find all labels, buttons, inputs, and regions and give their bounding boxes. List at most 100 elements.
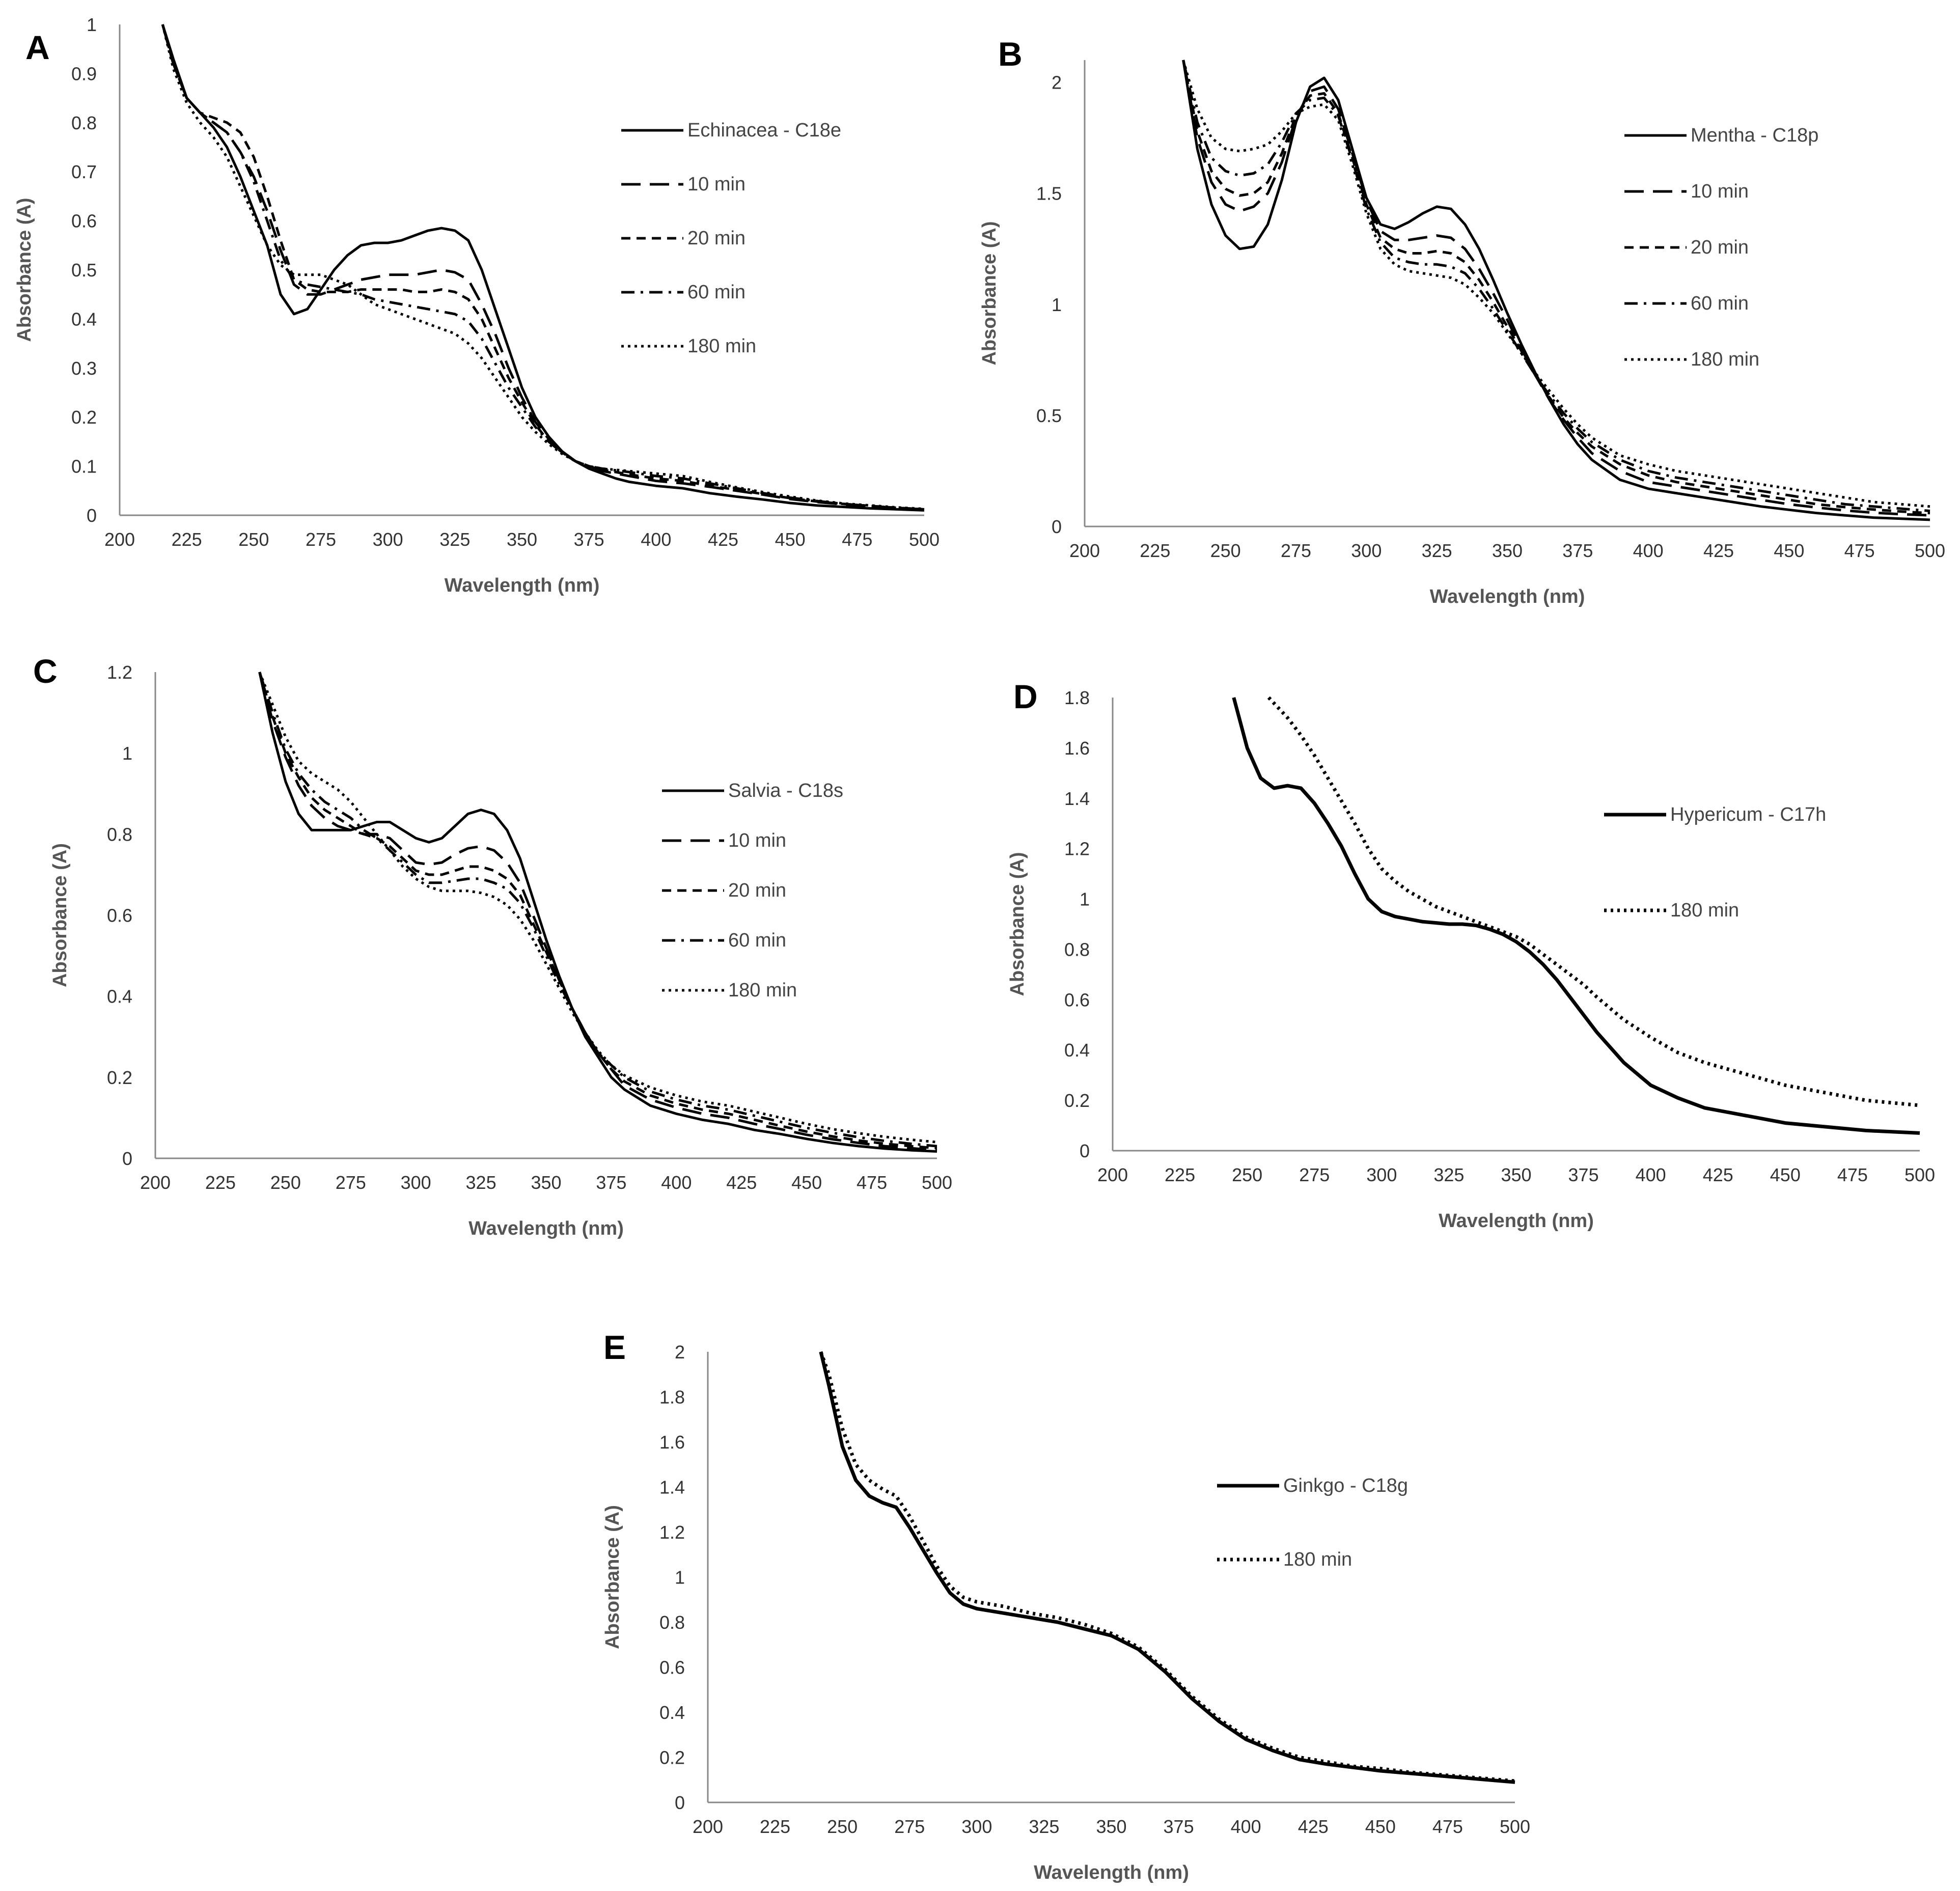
x-tick-label: 475 xyxy=(1844,540,1875,561)
legend-label: 180 min xyxy=(1283,1549,1352,1570)
chart-panel-b: B 200 225 250 275 300 325 350 375 400 425 450 475 50… xyxy=(978,0,1960,626)
chart-panel-d: D 200 225 250 275 300 325 350 375 400 425 450 475 50… xyxy=(978,662,1960,1273)
x-tick-label: 350 xyxy=(507,529,537,550)
x-tick-label: 325 xyxy=(1433,1164,1464,1185)
y-tick-label: 1 xyxy=(87,14,97,35)
y-tick-label: 1 xyxy=(1052,294,1062,315)
chart-b-svg: 200 225 250 275 300 325 350 375 400 425 450 475 500 0… xyxy=(979,60,1945,607)
y-tick-label: 0.4 xyxy=(107,986,132,1007)
panel-label: C xyxy=(33,652,58,690)
chart-panel-c: C 200 225 250 275 300 325 350 375 400 425 450 475 50… xyxy=(0,642,968,1273)
x-tick-label: 500 xyxy=(922,1172,952,1193)
x-tick-label: 450 xyxy=(791,1172,822,1193)
y-tick-label: 0.9 xyxy=(71,63,97,84)
x-tick-label: 400 xyxy=(1636,1164,1666,1185)
legend-label: 10 min xyxy=(687,174,746,195)
x-tick-label: 275 xyxy=(1281,540,1311,561)
x-axis-title: Wavelength (nm) xyxy=(1034,1862,1189,1883)
legend-label: 20 min xyxy=(687,228,746,249)
series-line-1 xyxy=(161,24,925,511)
legend-label: 60 min xyxy=(728,930,786,951)
legend-label: 60 min xyxy=(1691,293,1749,314)
legend-label: Ginkgo - C18g xyxy=(1283,1475,1408,1496)
series-line-4 xyxy=(1182,60,1930,508)
series-line-3 xyxy=(161,24,925,511)
series-line-1 xyxy=(1182,60,1930,517)
y-tick-label: 0 xyxy=(122,1148,132,1169)
x-tick-label: 400 xyxy=(641,529,671,550)
legend-label: 180 min xyxy=(1670,900,1739,921)
y-tick-label: 0.5 xyxy=(1036,405,1062,426)
legend-label: 10 min xyxy=(1691,181,1749,202)
x-tick-label: 250 xyxy=(1210,540,1241,561)
x-tick-label: 225 xyxy=(1140,540,1170,561)
y-tick-label: 0.2 xyxy=(71,407,97,428)
x-tick-label: 225 xyxy=(205,1172,236,1193)
y-tick-label: 0 xyxy=(675,1792,685,1813)
series-line-4 xyxy=(161,24,925,510)
chart-panel-e: E 200 225 250 275 300 325 350 375 400 425 450 475 50… xyxy=(586,1314,1655,1891)
x-tick-label: 350 xyxy=(1501,1164,1531,1185)
series-line-0 xyxy=(161,24,925,512)
x-tick-label: 200 xyxy=(1069,540,1100,561)
y-axis-title: Absorbance (A) xyxy=(49,843,71,987)
y-axis-title: Absorbance (A) xyxy=(14,198,35,342)
chart-c-svg: 200 225 250 275 300 325 350 375 400 425 450 475 500 0… xyxy=(49,662,952,1239)
x-tick-label: 500 xyxy=(1500,1816,1530,1837)
y-tick-label: 0.6 xyxy=(659,1657,685,1678)
x-tick-label: 300 xyxy=(401,1172,431,1193)
x-tick-label: 350 xyxy=(1096,1816,1126,1837)
series-line-1 xyxy=(258,672,937,1152)
y-tick-label: 1.5 xyxy=(1036,183,1062,204)
x-tick-label: 275 xyxy=(336,1172,366,1193)
legend-label: 20 min xyxy=(1691,237,1749,258)
legend-label: Mentha - C18p xyxy=(1691,125,1818,146)
x-axis-title: Wavelength (nm) xyxy=(445,575,600,596)
series-line-2 xyxy=(161,24,925,511)
y-tick-label: 1 xyxy=(122,743,132,764)
x-tick-label: 400 xyxy=(1231,1816,1261,1837)
y-tick-label: 0.1 xyxy=(71,456,97,477)
series-line-2 xyxy=(1182,60,1930,515)
x-tick-label: 225 xyxy=(760,1816,790,1837)
panel-label: B xyxy=(998,35,1023,73)
y-tick-label: 1.2 xyxy=(659,1522,685,1543)
legend-label: 20 min xyxy=(728,880,786,901)
chart-a-svg: 200 225 250 275 300 325 350 375 400 425 450 475 500 0… xyxy=(14,14,940,596)
y-axis-title: Absorbance (A) xyxy=(979,221,1000,366)
x-tick-label: 475 xyxy=(1432,1816,1463,1837)
x-tick-label: 200 xyxy=(693,1816,723,1837)
y-tick-label: 0.8 xyxy=(1064,939,1090,960)
x-tick-label: 450 xyxy=(1770,1164,1801,1185)
x-tick-label: 250 xyxy=(270,1172,301,1193)
legend-label: Hypericum - C17h xyxy=(1670,804,1826,825)
y-tick-label: 0.2 xyxy=(107,1067,132,1088)
x-tick-label: 300 xyxy=(1366,1164,1397,1185)
x-tick-label: 350 xyxy=(531,1172,561,1193)
y-axis-title: Absorbance (A) xyxy=(1007,852,1028,996)
y-tick-label: 0 xyxy=(87,505,97,526)
y-axis-title: Absorbance (A) xyxy=(602,1505,623,1649)
y-tick-label: 1.2 xyxy=(107,662,132,683)
x-tick-label: 375 xyxy=(1164,1816,1194,1837)
panel-label: D xyxy=(1013,678,1038,715)
y-tick-label: 1.8 xyxy=(659,1387,685,1408)
series-line-3 xyxy=(1182,60,1930,512)
y-tick-label: 0.3 xyxy=(71,358,97,379)
x-tick-label: 425 xyxy=(1298,1816,1329,1837)
y-tick-label: 2 xyxy=(1052,72,1062,93)
series-line-0 xyxy=(1182,60,1930,521)
y-tick-label: 0 xyxy=(1052,516,1062,537)
x-tick-label: 225 xyxy=(172,529,202,550)
x-tick-label: 425 xyxy=(1703,540,1734,561)
y-tick-label: 1.6 xyxy=(1064,738,1090,759)
legend-label: 60 min xyxy=(687,282,746,303)
panel-label: A xyxy=(25,29,50,66)
legend-label: 180 min xyxy=(728,980,797,1001)
chart-e-svg: 200 225 250 275 300 325 350 375 400 425 450 475 500 0… xyxy=(602,1342,1530,1883)
x-tick-label: 275 xyxy=(894,1816,925,1837)
x-tick-label: 475 xyxy=(857,1172,887,1193)
series-line-0 xyxy=(819,1351,1515,1784)
series-line-2 xyxy=(258,672,937,1150)
x-tick-label: 275 xyxy=(1299,1164,1330,1185)
